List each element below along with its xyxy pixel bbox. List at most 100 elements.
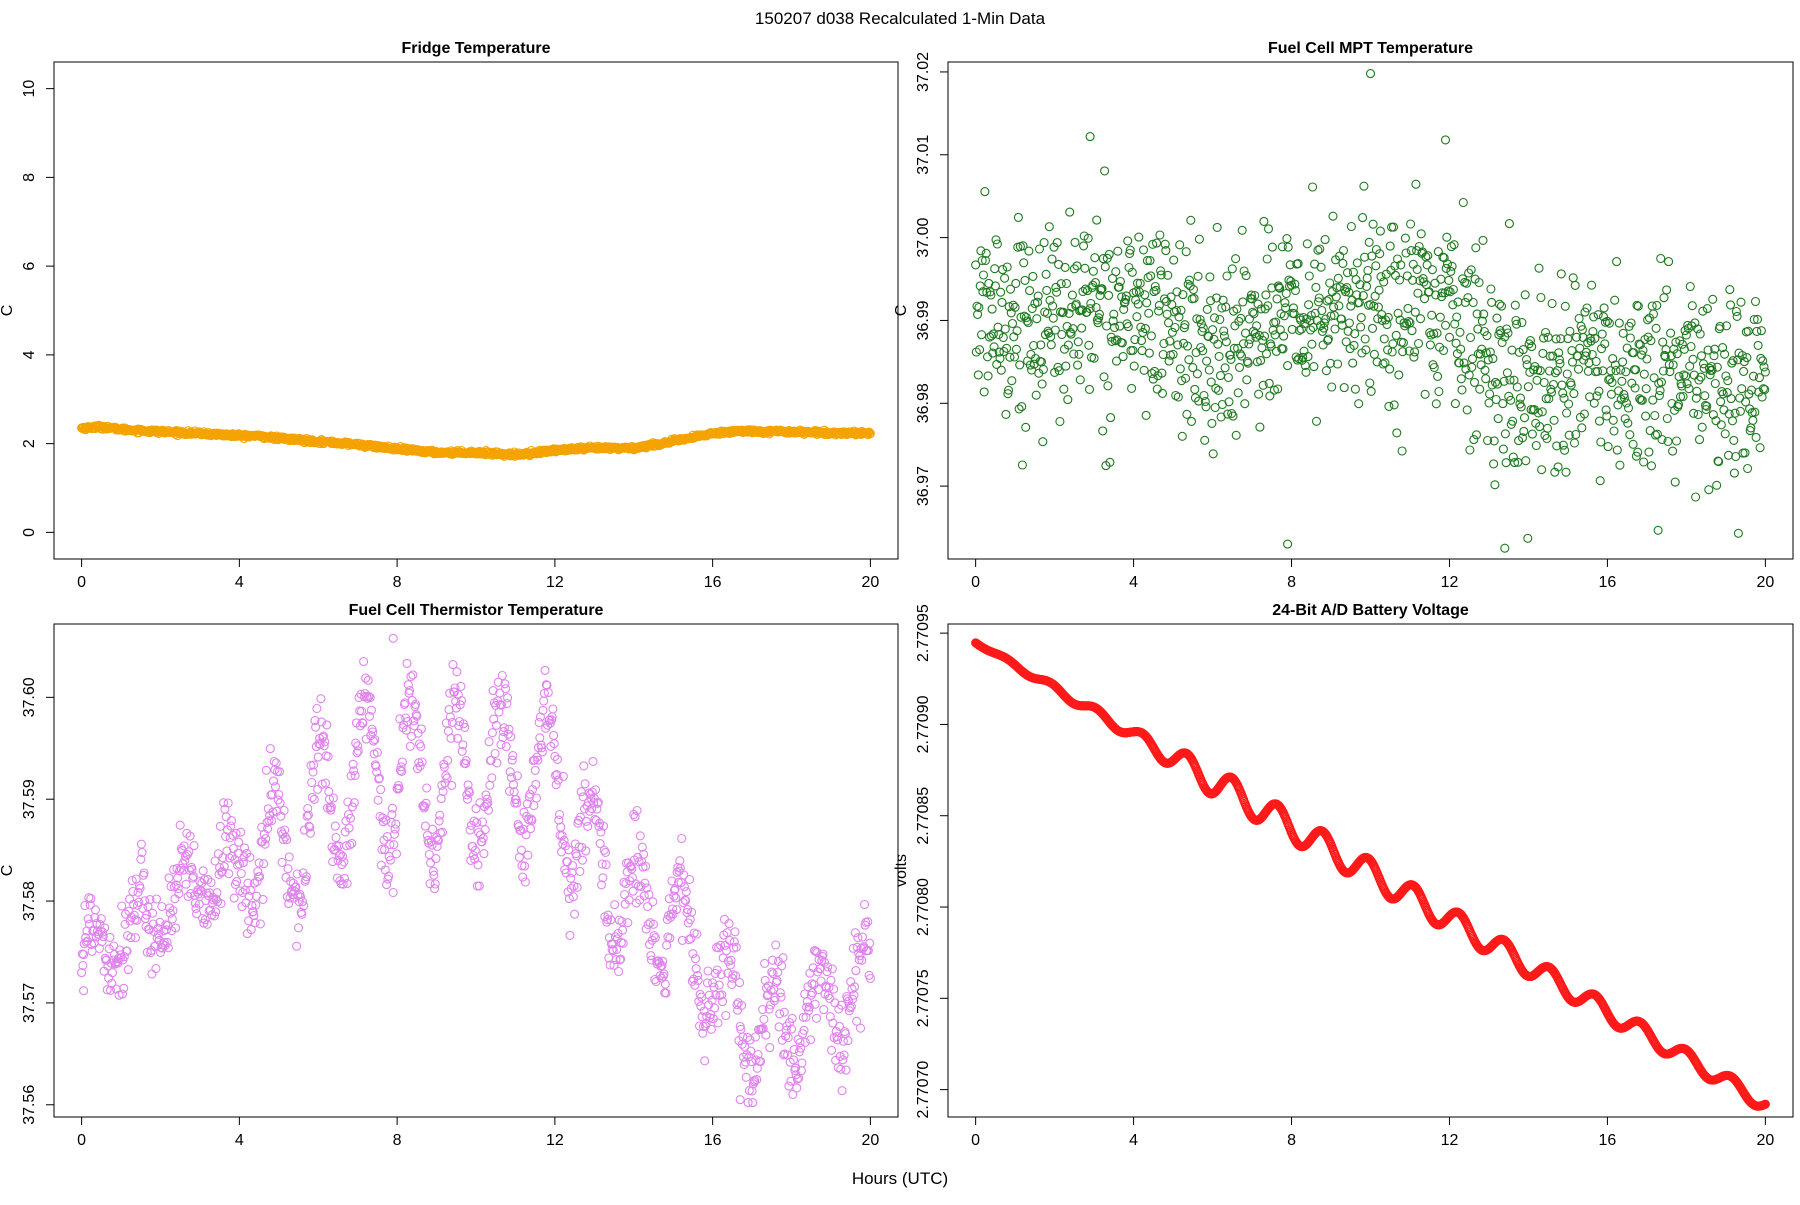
- data-point: [1545, 351, 1555, 361]
- data-point: [1090, 253, 1100, 263]
- data-point: [1146, 331, 1156, 341]
- data-point: [487, 773, 497, 783]
- data-point: [1391, 330, 1401, 340]
- data-point: [320, 778, 331, 788]
- data-point: [1290, 279, 1300, 289]
- data-point: [1329, 302, 1339, 312]
- data-point: [1671, 337, 1681, 347]
- data-point: [447, 780, 457, 790]
- data-point: [1467, 362, 1477, 372]
- data-point: [1069, 349, 1079, 359]
- data-point: [147, 969, 157, 979]
- y-tick-label: 2.77085: [915, 787, 932, 845]
- data-point: [1712, 480, 1722, 490]
- data-point: [1142, 256, 1152, 266]
- data-point: [522, 799, 532, 809]
- data-point: [1154, 306, 1164, 316]
- data-point: [648, 919, 659, 929]
- data-point: [431, 854, 441, 864]
- data-point: [614, 966, 624, 977]
- data-point: [389, 840, 399, 850]
- data-point: [610, 900, 620, 910]
- data-point: [1559, 393, 1569, 403]
- x-tick-label: 0: [971, 1132, 980, 1149]
- data-point: [1427, 310, 1437, 320]
- panel-title: Fridge Temperature: [401, 40, 550, 57]
- data-point: [1501, 458, 1511, 468]
- data-point: [764, 1004, 774, 1014]
- data-point: [671, 905, 682, 915]
- data-point: [986, 290, 996, 300]
- data-point: [1381, 315, 1391, 325]
- y-tick-label: 37.58: [21, 881, 38, 921]
- data-point: [1404, 316, 1414, 327]
- x-tick-label: 0: [971, 574, 980, 591]
- data-point: [1321, 314, 1331, 324]
- data-point: [750, 1032, 760, 1042]
- data-point: [1542, 423, 1553, 433]
- data-point: [1656, 377, 1666, 387]
- data-point: [1375, 226, 1385, 236]
- data-point: [996, 287, 1006, 297]
- data-point: [717, 997, 728, 1007]
- data-point: [831, 1026, 841, 1036]
- data-point: [1134, 232, 1144, 242]
- data-point: [270, 765, 280, 775]
- data-point: [1195, 314, 1205, 325]
- data-point: [508, 780, 519, 790]
- data-point: [594, 821, 604, 831]
- data-point: [1280, 298, 1290, 308]
- data-point: [596, 880, 607, 890]
- data-point: [570, 909, 580, 919]
- data-point: [1215, 371, 1226, 381]
- data-point: [151, 963, 161, 974]
- data-point: [217, 867, 227, 877]
- data-point: [1129, 361, 1139, 371]
- data-point: [350, 770, 360, 781]
- data-point: [1351, 275, 1361, 285]
- data-point: [185, 831, 195, 841]
- data-point: [426, 858, 436, 868]
- data-point: [391, 849, 402, 859]
- y-tick-label: 2: [21, 439, 38, 448]
- data-point: [267, 816, 277, 826]
- data-point: [1245, 334, 1255, 344]
- data-point: [745, 1035, 755, 1045]
- data-point: [85, 900, 95, 910]
- data-point: [1694, 375, 1704, 385]
- data-point: [1067, 290, 1077, 300]
- data-point: [554, 815, 564, 825]
- data-point: [1242, 375, 1252, 385]
- data-point: [984, 278, 994, 288]
- data-point: [648, 897, 658, 907]
- data-point: [1085, 132, 1095, 142]
- data-point: [580, 779, 590, 789]
- data-point: [478, 817, 488, 827]
- data-point: [601, 860, 611, 870]
- data-point: [1354, 297, 1364, 308]
- data-point: [117, 901, 127, 911]
- data-point: [637, 842, 647, 852]
- data-point: [286, 876, 296, 886]
- data-point: [1041, 269, 1051, 279]
- data-point: [1446, 242, 1456, 252]
- data-point: [1333, 273, 1343, 283]
- data-point: [572, 882, 582, 892]
- data-point: [1184, 355, 1194, 365]
- data-point: [806, 1035, 816, 1045]
- data-point: [554, 809, 565, 820]
- data-point: [993, 322, 1003, 332]
- data-point: [1282, 234, 1292, 244]
- data-point: [1384, 401, 1394, 411]
- data-point: [403, 680, 413, 690]
- x-tick-label: 16: [704, 1132, 722, 1149]
- data-point: [1588, 327, 1598, 337]
- data-point: [1570, 280, 1580, 290]
- data-point: [664, 894, 674, 904]
- data-point: [1350, 329, 1360, 339]
- data-point: [1169, 307, 1179, 317]
- data-point: [1376, 272, 1386, 282]
- data-point: [1141, 410, 1151, 420]
